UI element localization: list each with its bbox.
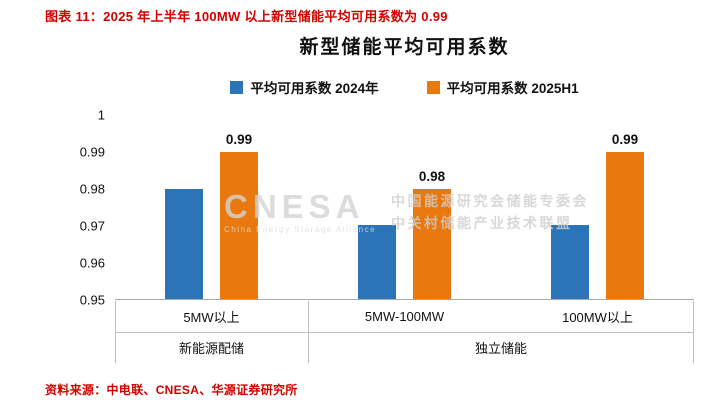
bar-group: 0.99: [115, 115, 308, 299]
bar-group: 0.99: [501, 115, 694, 299]
y-tick-label: 0.98: [79, 181, 105, 197]
legend-swatch-2025h1-icon: [426, 80, 440, 94]
y-tick-label: 1: [97, 107, 105, 123]
bar-data-label: 0.99: [225, 131, 253, 147]
bar-group: 0.98: [308, 115, 501, 299]
x-axis-separator: [693, 301, 694, 363]
bar-2025h1: 0.98: [413, 169, 451, 299]
legend-item-2024: 平均可用系数 2024年: [230, 77, 379, 97]
x-category-row: 5MW以上 5MW-100MW 100MW以上: [115, 301, 694, 332]
x-axis-table: 5MW以上 5MW-100MW 100MW以上 新能源配储 独立储能: [115, 301, 694, 363]
bar-2025h1: 0.99: [606, 132, 644, 299]
x-group-label: 独立储能: [474, 341, 527, 356]
legend-label-2024: 平均可用系数 2024年: [250, 81, 379, 96]
figure-caption: 图表 11：2025 年上半年 100MW 以上新型储能平均可用系数为 0.99: [45, 9, 448, 24]
bar-2025h1: 0.99: [220, 132, 258, 299]
bar-data-label: 0.99: [611, 131, 639, 147]
x-group-label: 新能源配储: [178, 341, 244, 356]
chart-legend: 平均可用系数 2024年 平均可用系数 2025H1: [115, 77, 694, 97]
x-group-row: 新能源配储 独立储能: [115, 332, 694, 363]
y-axis: 1 0.99 0.98 0.97 0.96 0.95: [55, 109, 105, 307]
x-category-label: 5MW-100MW: [364, 309, 445, 324]
legend-item-2025h1: 平均可用系数 2025H1: [426, 77, 579, 97]
bar-2024: [165, 188, 203, 299]
x-axis-separator: [308, 301, 309, 363]
legend-swatch-2024-icon: [230, 80, 244, 94]
bar-data-label: 0.98: [418, 168, 446, 184]
y-tick-label: 0.97: [79, 218, 105, 234]
bar-2024: [358, 225, 396, 299]
x-category-label: 5MW以上: [183, 310, 240, 325]
y-tick-label: 0.99: [79, 144, 105, 160]
source-note: 资料来源：中电联、CNESA、华源证券研究所: [45, 383, 298, 397]
x-axis-separator: [115, 301, 116, 363]
x-category-label: 100MW以上: [562, 310, 633, 325]
x-axis-midline: [115, 332, 694, 333]
bar-2024: [551, 225, 589, 299]
y-tick-label: 0.95: [79, 292, 105, 308]
legend-label-2025h1: 平均可用系数 2025H1: [446, 81, 579, 96]
plot-area: 0.99 0.98 0.99: [115, 115, 694, 300]
chart-title: 新型储能平均可用系数: [299, 37, 510, 58]
y-tick-label: 0.96: [79, 255, 105, 271]
